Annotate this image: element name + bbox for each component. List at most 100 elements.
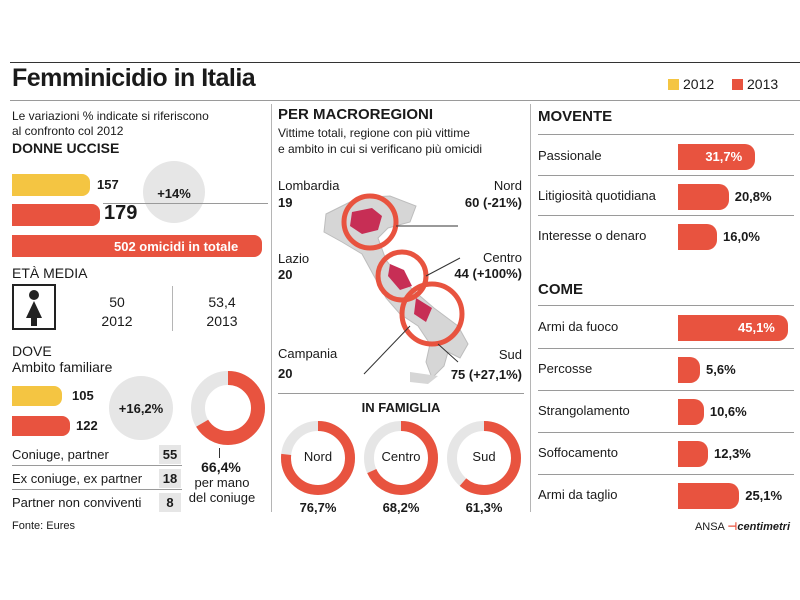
dove-row-label: Coniuge, partner (12, 447, 109, 462)
lazio-highlight (375, 249, 429, 303)
come-row-bar (678, 441, 708, 467)
come-row-value: 5,6% (706, 362, 736, 377)
movente-rows: Passionale 31,7% Litigiosità quotidiana 20,… (538, 136, 794, 256)
coniuge-caption-2: del coniuge (188, 490, 256, 505)
macro-value: 60 (-21%) (464, 195, 522, 210)
dove-row-value: 8 (159, 493, 181, 512)
movente-row-bar (678, 224, 718, 250)
middle-column: PER MACROREGIONI Vittime totali, regione… (278, 106, 526, 516)
eta-2012-year: 2012 (101, 313, 133, 329)
bar-2013-dove (12, 416, 70, 436)
legend: 2012 2013 (668, 76, 793, 94)
region-label: Lazio (278, 251, 310, 266)
note-line-2: al confronto col 2012 (12, 124, 124, 138)
come-rule (538, 305, 794, 306)
come-row-bar (678, 315, 788, 341)
eta-2013-year: 2013 (206, 313, 238, 329)
page-title: Femminicidio in Italia (12, 64, 256, 92)
right-column: MOVENTE Passionale 31,7% Litigiosità quoti… (538, 106, 794, 536)
macroregioni-subtitle-2: e ambito in cui si verificano più omicid… (278, 142, 483, 156)
eta-2012-value: 50 (109, 294, 125, 310)
come-row-rule (538, 432, 794, 433)
come-row-value: 25,1% (745, 488, 783, 503)
dove-title: DOVE (12, 343, 52, 359)
famiglia-donut-svg (281, 421, 355, 495)
legend-label-2013: 2013 (747, 76, 779, 92)
famiglia-donut-label: Sud (472, 449, 496, 464)
coniuge-caption-1: per mano (194, 475, 250, 490)
movente-row-value: 31,7% (705, 149, 743, 164)
dove-row-value: 55 (159, 445, 181, 464)
eta-divider (172, 286, 173, 331)
woman-icon (12, 284, 56, 330)
come-row-bar (678, 483, 740, 509)
come-row-rule (538, 474, 794, 475)
dove-row-value: 18 (159, 469, 181, 488)
sud-leader (437, 343, 459, 363)
movente-row-rule (538, 175, 794, 176)
famiglia-donut-svg (447, 421, 521, 495)
coniuge-donut (191, 371, 265, 445)
come-row-bar (678, 357, 700, 383)
macro-label: Centro (482, 250, 522, 265)
change-circle (143, 161, 205, 223)
credit: ANSA ⊣centimetri (695, 520, 790, 533)
movente-row-bar (678, 144, 756, 170)
famiglia-rule (278, 393, 524, 394)
famiglia-donut: Sud 61,3% (444, 418, 524, 516)
movente-row-value: 20,8% (734, 189, 772, 204)
eta-2013-value: 53,4 (208, 294, 236, 310)
campania-highlight (399, 281, 465, 347)
movente-row-label: Passionale (538, 148, 602, 163)
donut-arc (447, 421, 521, 495)
region-value: 20 (278, 267, 293, 282)
donut-pointer (219, 448, 220, 458)
movente-rule (538, 134, 794, 135)
legend-swatch-2012 (668, 79, 679, 90)
dove-row-rule-1 (12, 465, 182, 466)
credit-brand: ANSA (694, 521, 725, 533)
column-divider-2 (530, 104, 531, 512)
donut-arc (281, 421, 355, 495)
come-row-label: Armi da taglio (538, 487, 618, 502)
centro-leader (425, 257, 461, 277)
legend-label-2012: 2012 (683, 76, 715, 92)
come-row-label: Strangolamento (538, 403, 630, 418)
macroregioni-subtitle-1: Vittime totali, regione con più vittime (278, 126, 470, 140)
value-2013-dove: 122 (76, 418, 98, 433)
movente-row-label: Interesse o denaro (538, 228, 647, 243)
movente-row-bar (678, 184, 729, 210)
famiglia-donut: Centro 68,2% (361, 418, 441, 516)
header-rule (10, 100, 800, 101)
come-row-label: Armi da fuoco (538, 319, 619, 334)
macro-value: 75 (+27,1%) (450, 367, 522, 382)
column-divider-1 (271, 104, 272, 512)
macro-value: 44 (+100%) (454, 266, 522, 281)
come-rows: Armi da fuoco 45,1% Percosse 5,6% Strangolam… (538, 307, 794, 517)
campania-shape (414, 298, 432, 322)
famiglia-donut-label: Centro (381, 449, 421, 464)
woman-figure (26, 290, 42, 326)
coniuge-value: 66,4% (201, 459, 241, 475)
lazio-shape (388, 264, 412, 290)
change-donne: +14% (157, 186, 191, 201)
value-2012-dove: 105 (72, 388, 94, 403)
source: Fonte: Eures (12, 520, 75, 532)
dove-row-rule-2 (12, 489, 182, 490)
macro-label: Nord (493, 178, 522, 193)
change-dove: +16,2% (118, 401, 164, 416)
dove-row-label: Ex coniuge, ex partner (12, 471, 143, 486)
eta-media-title: ETÀ MEDIA (12, 265, 88, 281)
come-row-label: Soffocamento (538, 445, 618, 460)
famiglia-title: IN FAMIGLIA (361, 400, 441, 415)
come-row-bar (678, 399, 704, 425)
famiglia-donut-label: Nord (303, 449, 333, 464)
movente-row-rule (538, 215, 794, 216)
come-row-value: 12,3% (714, 446, 751, 461)
legend-swatch-2013 (732, 79, 743, 90)
lombardia-shape (350, 208, 382, 234)
bar-total (12, 235, 262, 257)
famiglia-donut-value: 61,3% (465, 500, 503, 515)
come-row-value: 45,1% (738, 320, 775, 335)
region-value: 20 (278, 366, 293, 381)
